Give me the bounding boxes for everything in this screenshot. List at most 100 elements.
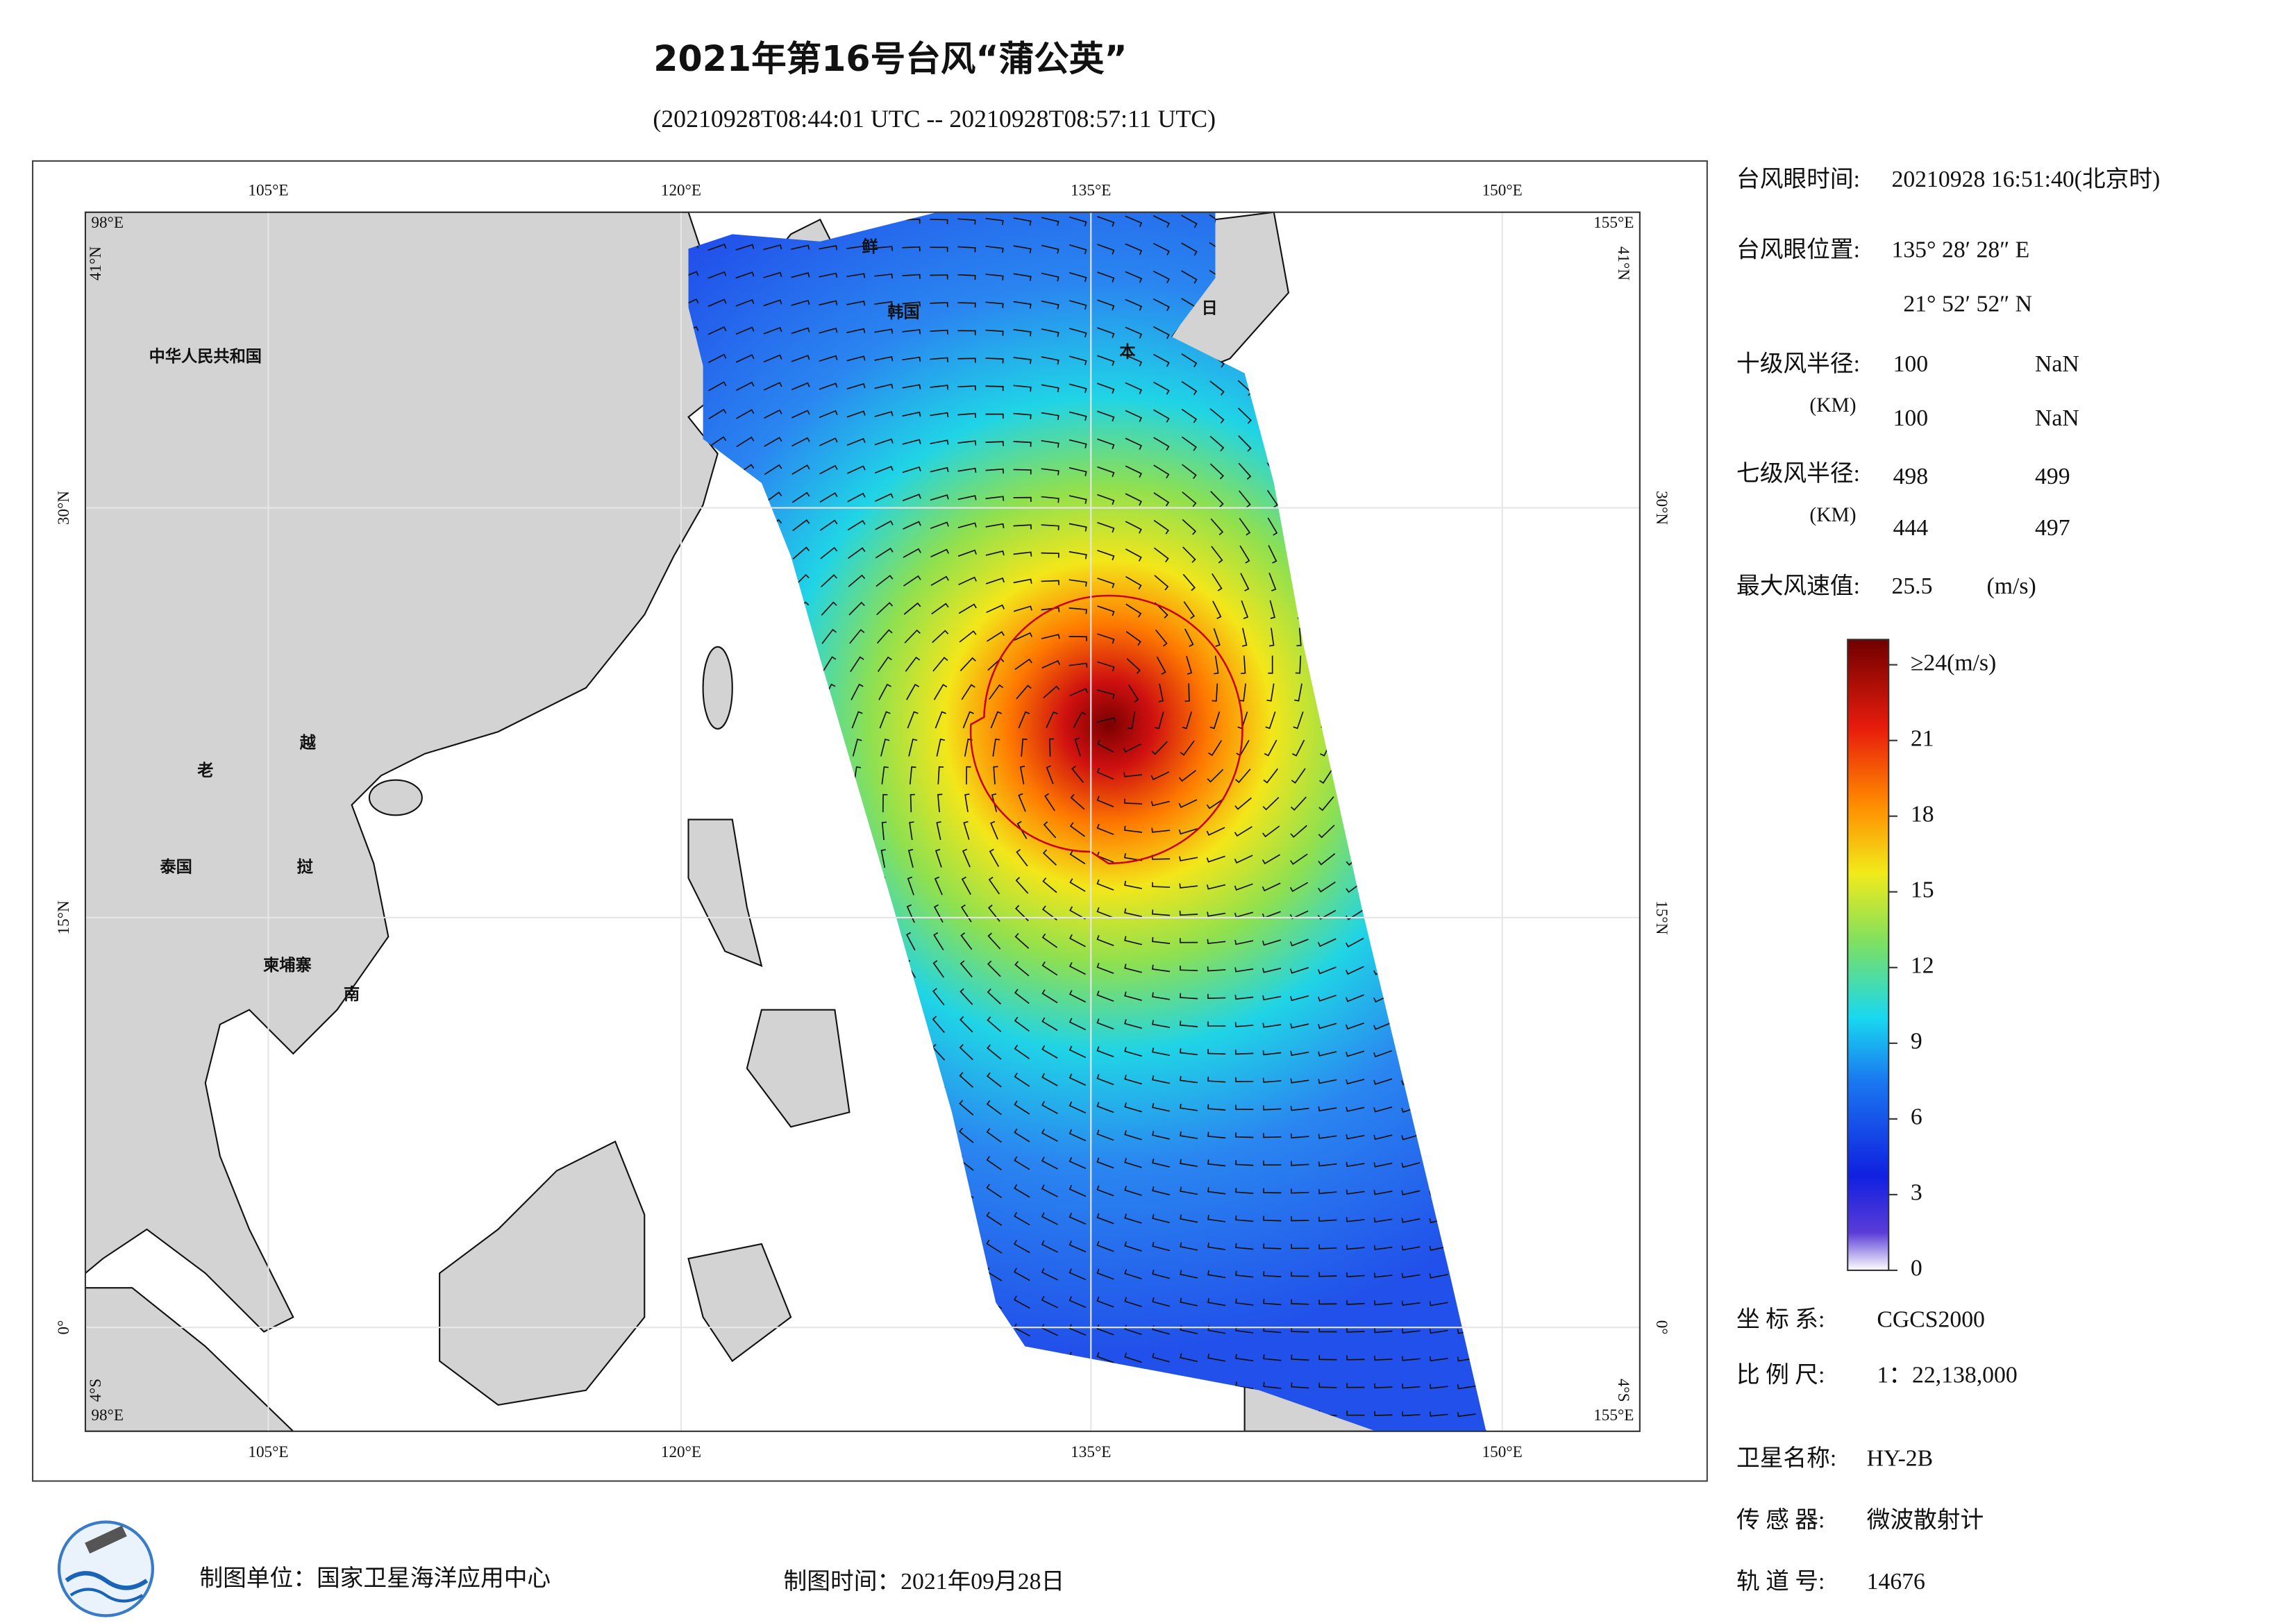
wind-barb [763,271,782,278]
wind-barb [910,793,915,813]
footer-date: 制图时间：2021年09月28日 [784,1568,1065,1595]
wind-barb [819,300,838,306]
wind-barb [736,436,755,448]
wind-barb [987,631,1005,642]
wind-barb [877,656,892,672]
wind-barb [1268,655,1273,674]
wind-barb [930,494,949,501]
wind-barb [1212,600,1222,619]
wind-barb [1346,1161,1365,1168]
wind-barb [1069,355,1087,366]
wind-barb [1097,271,1115,283]
wind-barb [909,766,916,785]
wind-barb [1124,1325,1142,1336]
wind-barb [1318,796,1334,812]
wind-barb [1096,796,1114,807]
wind-barb [819,272,838,278]
wind-barb [1294,683,1302,702]
wind-barb [1123,853,1143,861]
wind-barb [735,326,755,335]
wind-barb [1097,549,1115,561]
wind-barb [1182,546,1196,563]
wind-barb [1125,548,1142,562]
wind-barb [1373,1022,1392,1030]
wind-barb [1182,573,1196,591]
wind-barb [1239,490,1251,508]
wind-barb [791,464,810,475]
wind-barb [1069,244,1087,255]
wind-barb [1295,655,1302,674]
wind-barb [932,657,948,672]
wind-barb [1206,884,1226,890]
wind-barb [1013,605,1032,612]
wind-barb [1265,711,1276,730]
wind-barb [1152,1297,1170,1307]
label: 台风眼位置: [1736,236,1860,262]
wind-barb [821,628,837,644]
value: 499 [2035,464,2070,489]
wind-barb [1096,907,1114,918]
wind-barb [1181,380,1198,396]
wind-barb [957,246,976,253]
wind-barb [1180,1270,1198,1279]
wind-barb [1346,1022,1365,1030]
place-label: 中华人民共和国 [149,347,262,366]
wind-barb [1263,1188,1282,1194]
wind-barb [1214,655,1219,675]
wind-barb [1241,655,1246,675]
wind-barb [902,356,921,362]
wind-barb [1211,546,1223,564]
wind-barb [1069,272,1087,283]
wind-barb [1069,688,1089,697]
wind-barb [1014,1016,1030,1032]
wind-barb [1180,1159,1198,1168]
wind-barb [1180,1297,1198,1306]
wind-barb [990,711,1003,729]
place-label: 越 [300,733,317,752]
wind-barb [1401,1245,1421,1251]
wind-barb [764,437,782,447]
wind-barb [1097,438,1115,450]
wind-barb [1069,579,1087,587]
lon-label: 105°E [248,1443,288,1461]
wind-barb [959,1072,974,1088]
wind-barb [1291,1327,1309,1333]
wind-barb [1097,299,1115,310]
lon-label: 120°E [661,182,701,200]
wind-barb [1069,636,1087,641]
wind-barb [960,988,973,1005]
wind-barb [1289,939,1309,947]
wind-barb [819,382,838,390]
wind-barb [707,244,727,251]
wind-barb [1151,936,1171,944]
wind-barb [987,988,1002,1004]
wind-barb [1041,496,1059,503]
wind-barb [849,629,865,644]
wind-barb [1180,1103,1198,1111]
wind-barb [1048,738,1055,757]
wind-barb [874,383,894,389]
wind-barb [1262,825,1280,838]
wind-barb [1402,1384,1421,1389]
wind-barb [1096,768,1114,780]
wind-barb [957,440,977,446]
wind-barb [1262,939,1282,946]
wind-barb [1291,1354,1309,1361]
wind-barb [1156,656,1166,675]
wind-barb [1234,939,1254,945]
wind-barb [1096,717,1116,723]
wind-barb [764,491,782,503]
wind-barb [1346,1355,1365,1361]
wind-barb [1401,1356,1421,1361]
lat-label: 15°N [1652,900,1670,934]
wind-barb [1346,1272,1365,1278]
colorbar-label: 9 [1911,1029,1922,1054]
lon-label: 120°E [661,1443,701,1461]
wind-barb [1069,934,1086,948]
wind-barb [1013,441,1032,447]
colorbar-label: 18 [1911,801,1934,827]
wind-barb [932,988,945,1006]
wind-barb [1096,823,1114,835]
wind-barb [930,412,949,418]
wind-barb [1263,1216,1282,1222]
